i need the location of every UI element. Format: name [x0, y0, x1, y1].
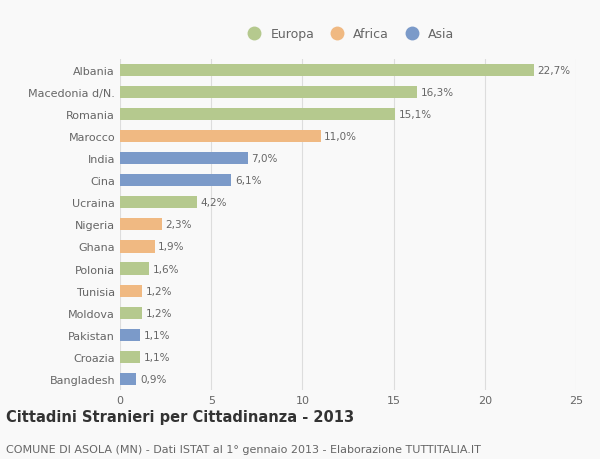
Text: 4,2%: 4,2%	[200, 198, 227, 208]
Text: 11,0%: 11,0%	[324, 132, 357, 142]
Bar	[120, 153, 248, 165]
Bar	[120, 109, 395, 121]
Bar	[120, 131, 320, 143]
Bar	[120, 241, 155, 253]
Text: COMUNE DI ASOLA (MN) - Dati ISTAT al 1° gennaio 2013 - Elaborazione TUTTITALIA.I: COMUNE DI ASOLA (MN) - Dati ISTAT al 1° …	[6, 444, 481, 454]
Bar	[120, 285, 142, 297]
Text: 7,0%: 7,0%	[251, 154, 278, 164]
Text: 1,2%: 1,2%	[146, 286, 172, 296]
Text: 1,6%: 1,6%	[153, 264, 179, 274]
Text: 1,1%: 1,1%	[144, 330, 170, 340]
Text: 16,3%: 16,3%	[421, 88, 454, 98]
Bar	[120, 373, 136, 385]
Text: 1,1%: 1,1%	[144, 352, 170, 362]
Text: 0,9%: 0,9%	[140, 374, 166, 384]
Text: 15,1%: 15,1%	[399, 110, 432, 120]
Bar	[120, 65, 534, 77]
Text: 6,1%: 6,1%	[235, 176, 262, 186]
Bar	[120, 197, 197, 209]
Text: Cittadini Stranieri per Cittadinanza - 2013: Cittadini Stranieri per Cittadinanza - 2…	[6, 409, 354, 425]
Text: 22,7%: 22,7%	[538, 66, 571, 76]
Bar	[120, 87, 418, 99]
Bar	[120, 307, 142, 319]
Bar	[120, 219, 162, 231]
Text: 1,9%: 1,9%	[158, 242, 185, 252]
Bar	[120, 175, 231, 187]
Legend: Europa, Africa, Asia: Europa, Africa, Asia	[237, 23, 459, 46]
Bar	[120, 351, 140, 363]
Bar	[120, 329, 140, 341]
Text: 2,3%: 2,3%	[166, 220, 192, 230]
Text: 1,2%: 1,2%	[146, 308, 172, 318]
Bar	[120, 263, 149, 275]
